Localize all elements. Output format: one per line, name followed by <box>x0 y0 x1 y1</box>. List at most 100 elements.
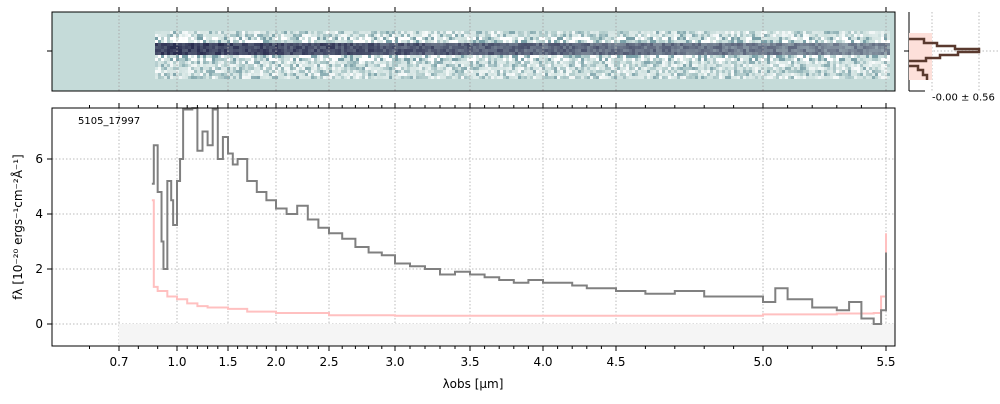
image-pixel <box>701 43 704 46</box>
image-pixel <box>323 73 326 76</box>
image-pixel <box>839 61 842 64</box>
image-pixel <box>581 37 584 40</box>
image-pixel <box>734 52 737 55</box>
image-pixel <box>689 40 692 43</box>
image-pixel <box>386 46 389 49</box>
image-pixel <box>833 49 836 52</box>
image-pixel <box>314 73 317 76</box>
image-pixel <box>653 40 656 43</box>
image-pixel <box>443 70 446 73</box>
image-pixel <box>758 67 761 70</box>
image-pixel <box>575 64 578 67</box>
image-pixel <box>236 73 239 76</box>
image-pixel <box>866 58 869 61</box>
image-pixel <box>260 40 263 43</box>
image-pixel <box>371 58 374 61</box>
image-pixel <box>233 31 236 34</box>
image-pixel <box>404 64 407 67</box>
image-pixel <box>653 55 656 58</box>
image-pixel <box>521 46 524 49</box>
image-pixel <box>332 31 335 34</box>
image-pixel <box>281 31 284 34</box>
image-pixel <box>230 55 233 58</box>
image-pixel <box>257 58 260 61</box>
image-pixel <box>386 52 389 55</box>
image-pixel <box>386 55 389 58</box>
image-pixel <box>308 31 311 34</box>
image-pixel <box>752 70 755 73</box>
image-pixel <box>506 73 509 76</box>
image-pixel <box>815 73 818 76</box>
image-pixel <box>407 61 410 64</box>
image-pixel <box>812 34 815 37</box>
image-pixel <box>185 55 188 58</box>
image-pixel <box>731 46 734 49</box>
image-pixel <box>518 67 521 70</box>
image-pixel <box>734 46 737 49</box>
image-pixel <box>650 46 653 49</box>
image-pixel <box>578 49 581 52</box>
image-pixel <box>428 70 431 73</box>
image-pixel <box>749 34 752 37</box>
image-pixel <box>239 61 242 64</box>
image-pixel <box>191 46 194 49</box>
image-pixel <box>584 52 587 55</box>
image-pixel <box>380 61 383 64</box>
image-pixel <box>881 34 884 37</box>
image-pixel <box>182 52 185 55</box>
image-pixel <box>314 61 317 64</box>
image-pixel <box>719 40 722 43</box>
image-pixel <box>494 52 497 55</box>
image-pixel <box>866 64 869 67</box>
image-pixel <box>239 49 242 52</box>
image-pixel <box>824 76 827 79</box>
image-pixel <box>311 64 314 67</box>
image-pixel <box>593 70 596 73</box>
image-pixel <box>359 40 362 43</box>
image-pixel <box>392 43 395 46</box>
image-pixel <box>566 46 569 49</box>
image-pixel <box>233 67 236 70</box>
image-pixel <box>671 64 674 67</box>
image-pixel <box>581 58 584 61</box>
image-pixel <box>446 37 449 40</box>
image-pixel <box>326 43 329 46</box>
image-pixel <box>671 37 674 40</box>
image-pixel <box>848 58 851 61</box>
image-pixel <box>386 61 389 64</box>
image-pixel <box>527 37 530 40</box>
image-pixel <box>185 76 188 79</box>
image-pixel <box>530 46 533 49</box>
image-pixel <box>494 61 497 64</box>
image-pixel <box>428 37 431 40</box>
image-pixel <box>869 49 872 52</box>
image-pixel <box>848 40 851 43</box>
image-pixel <box>485 64 488 67</box>
image-pixel <box>422 52 425 55</box>
image-pixel <box>515 64 518 67</box>
image-pixel <box>449 52 452 55</box>
image-pixel <box>785 46 788 49</box>
image-pixel <box>665 37 668 40</box>
image-pixel <box>320 31 323 34</box>
image-pixel <box>434 40 437 43</box>
image-pixel <box>809 64 812 67</box>
image-pixel <box>620 40 623 43</box>
image-pixel <box>509 61 512 64</box>
image-pixel <box>257 52 260 55</box>
image-pixel <box>698 37 701 40</box>
image-pixel <box>563 52 566 55</box>
image-pixel <box>449 61 452 64</box>
image-pixel <box>242 49 245 52</box>
image-pixel <box>287 40 290 43</box>
image-pixel <box>242 46 245 49</box>
image-pixel <box>854 40 857 43</box>
image-pixel <box>602 55 605 58</box>
image-pixel <box>440 64 443 67</box>
image-pixel <box>647 34 650 37</box>
image-pixel <box>164 40 167 43</box>
image-pixel <box>371 67 374 70</box>
image-pixel <box>872 31 875 34</box>
image-pixel <box>374 67 377 70</box>
image-pixel <box>260 73 263 76</box>
